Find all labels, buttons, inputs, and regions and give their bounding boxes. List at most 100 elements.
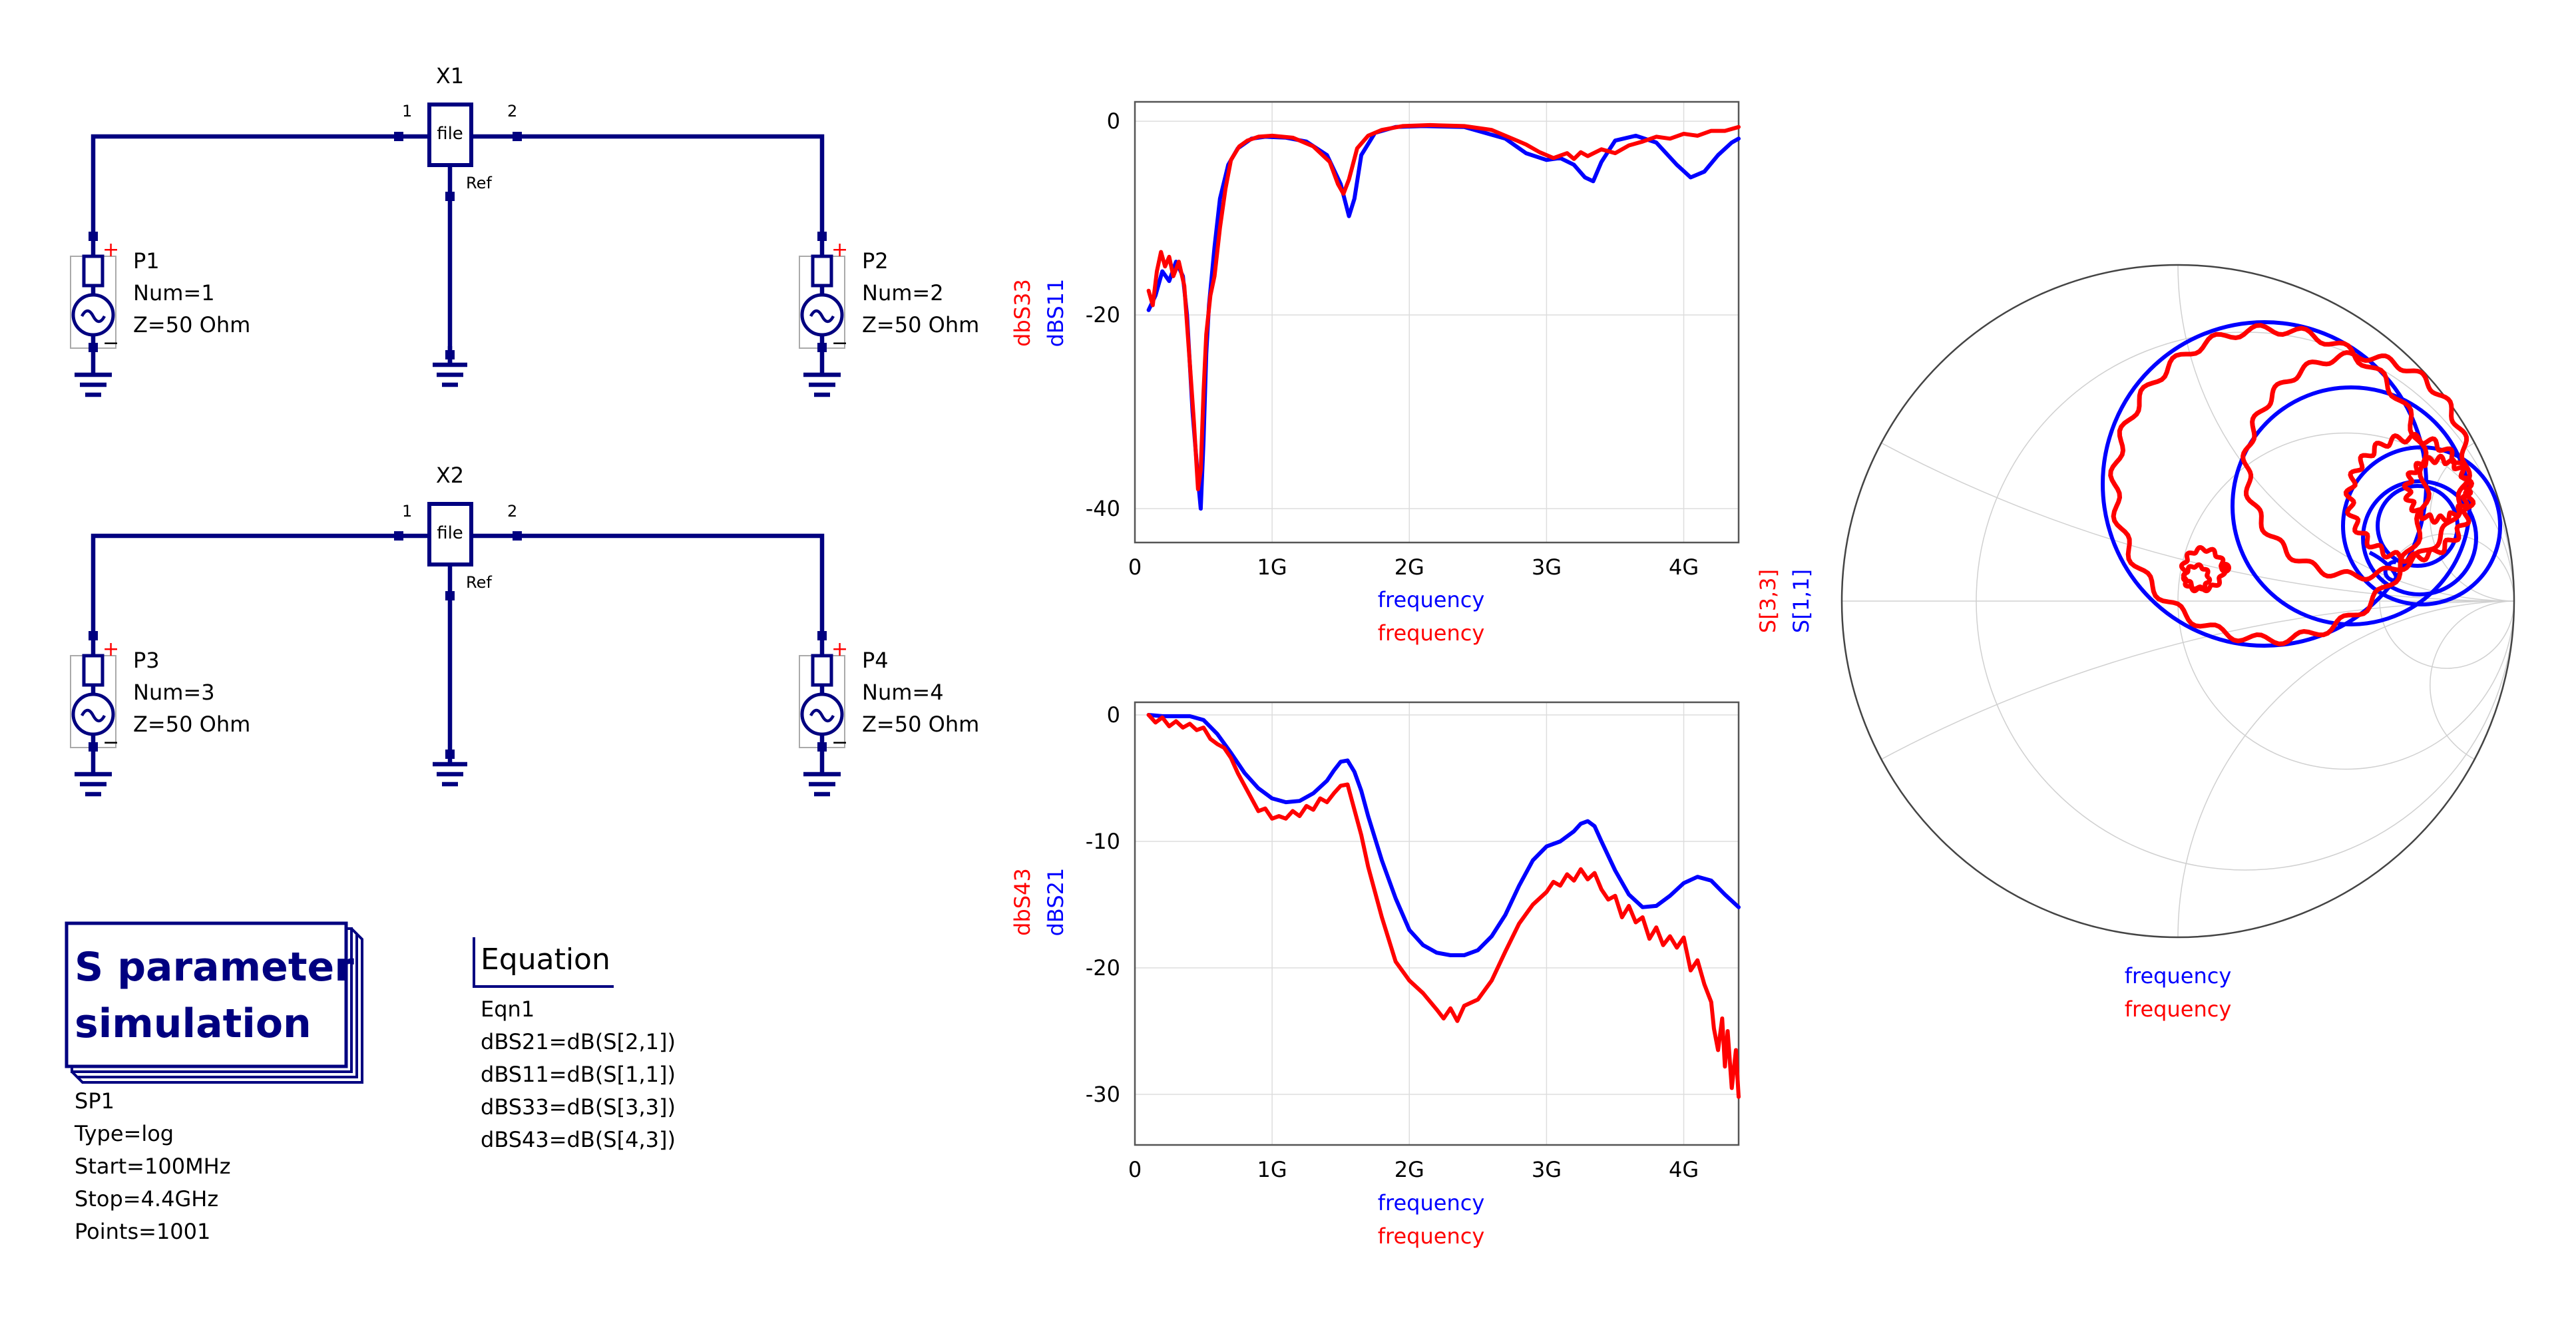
- y-tick-label: -40: [1086, 496, 1120, 521]
- x-tick-label: 4G: [1669, 555, 1699, 580]
- smith-s33-start-marker: [2219, 562, 2231, 574]
- sim-properties: SP1 Type=log Start=100MHz Stop=4.4GHz Po…: [74, 1088, 231, 1244]
- smith-chart[interactable]: S[3,3] S[1,1] frequency frequency: [1170, 0, 2576, 1332]
- port-num: Num=2: [862, 280, 944, 306]
- port-name: P1: [133, 248, 160, 274]
- port-p2[interactable]: + − P2 Num=2 Z=50 Ohm: [799, 232, 979, 397]
- rect-plot-s21-s43[interactable]: dbS43 dBS21 frequency frequency 0 1G 2G 3G 4…: [1010, 701, 1741, 1249]
- rect-plot-s11-s33[interactable]: dbS33 dBS11 frequency frequency 0 1G 2G 3G 4…: [1010, 101, 1741, 646]
- x1-name: X1: [436, 63, 464, 89]
- port-p3[interactable]: + − P3 Num=3 Z=50 Ohm: [70, 631, 250, 797]
- smith-ylabel-red: S[3,3]: [1755, 569, 1781, 633]
- y-tick-label: 0: [1107, 109, 1120, 134]
- port-impedance: Z=50 Ohm: [133, 712, 250, 737]
- smith-s33-loop: [2241, 350, 2472, 582]
- x-tick-label: 3G: [1532, 1157, 1562, 1182]
- port-num: Num=3: [133, 680, 215, 705]
- port-name: P4: [862, 648, 889, 673]
- port-name: P2: [862, 248, 889, 274]
- subcircuit-x1[interactable]: X1 file 1 2 Ref: [402, 63, 517, 192]
- x-tick-label: 0: [1128, 1157, 1142, 1182]
- chart1-ylabel-blue: dBS11: [1043, 279, 1068, 347]
- series-dbs33: [1146, 122, 1741, 491]
- wires-x2: [91, 531, 825, 787]
- plot-frame: [1134, 101, 1740, 544]
- port-p4[interactable]: + − P4 Num=4 Z=50 Ohm: [799, 631, 979, 797]
- smith-s33-loop: [2179, 545, 2228, 594]
- x2-pin1-label: 1: [402, 502, 412, 521]
- port-p1[interactable]: + − P1 Num=1 Z=50 Ohm: [70, 232, 250, 397]
- x-tick-label: 2G: [1395, 1157, 1424, 1182]
- port-minus-sign: −: [831, 731, 848, 754]
- y-tick-label: -30: [1086, 1082, 1120, 1107]
- sim-prop: Start=100MHz: [75, 1154, 231, 1179]
- equation-title: Equation: [481, 943, 610, 977]
- port-plus-sign: +: [103, 238, 119, 262]
- smith-s33-loop: [2402, 453, 2473, 525]
- series-dbs11: [1146, 124, 1741, 511]
- smith-grid: [1842, 265, 2514, 937]
- x-tick-label: 2G: [1395, 555, 1424, 580]
- smith-reactance-arc: [1842, 600, 2514, 937]
- equation-line: Eqn1: [481, 997, 535, 1022]
- port-impedance: Z=50 Ohm: [133, 312, 250, 337]
- smith-s11-loop: [2361, 479, 2478, 596]
- equation-block[interactable]: Equation Eqn1 dBS21=dB(S[2,1]) dBS11=dB(…: [473, 937, 676, 1152]
- smith-reactance-arc: [1842, 265, 2514, 602]
- x1-body-label: file: [437, 124, 463, 144]
- ports-layer: + − P1 Num=1 Z=50 Ohm + − P2 Num=2 Z=50 Ohm + − P3 Nu…: [70, 232, 979, 797]
- subcircuit-x2[interactable]: X2 file 1 2 Ref: [402, 463, 517, 592]
- smith-s11-tail: [2368, 551, 2398, 582]
- y-tick-label: 0: [1107, 702, 1120, 728]
- sim-prop: SP1: [75, 1088, 114, 1114]
- chart2-ylabel-red: dbS43: [1010, 868, 1035, 936]
- chart2-ylabel-blue: dBS21: [1043, 868, 1068, 937]
- smith-reactance-arc: [2430, 600, 2514, 770]
- equation-line: dBS21=dB(S[2,1]): [481, 1029, 676, 1054]
- series-dbs43: [1146, 713, 1741, 1099]
- sim-prop: Points=1001: [75, 1219, 210, 1244]
- x-tick-label: 1G: [1257, 555, 1287, 580]
- port-minus-sign: −: [103, 731, 119, 754]
- equation-line: dBS33=dB(S[3,3]): [481, 1094, 676, 1120]
- port-name: P3: [133, 648, 160, 673]
- x1-pin1-label: 1: [402, 102, 412, 120]
- x-tick-label: 3G: [1532, 555, 1562, 580]
- chart1-xlabel-red: frequency: [1378, 620, 1485, 646]
- sim-title-line1: S parameter: [75, 944, 354, 991]
- equation-line: dBS43=dB(S[4,3]): [481, 1127, 676, 1152]
- smith-xlabel-blue: frequency: [2125, 963, 2232, 989]
- port-num: Num=4: [862, 680, 944, 705]
- x-tick-label: 0: [1128, 555, 1142, 580]
- port-plus-sign: +: [831, 638, 848, 661]
- sim-prop: Type=log: [74, 1121, 174, 1146]
- port-minus-sign: −: [831, 332, 848, 355]
- series-s33: [2108, 323, 2476, 646]
- port-impedance: Z=50 Ohm: [862, 712, 979, 737]
- smith-s33-loop: [2343, 431, 2476, 564]
- chart2-xlabel-red: frequency: [1378, 1223, 1485, 1249]
- sim-title-line2: simulation: [75, 1000, 312, 1047]
- chart2-xlabel-blue: frequency: [1378, 1190, 1485, 1216]
- x1-pin2-label: 2: [507, 102, 517, 120]
- series-dbs21: [1146, 713, 1741, 957]
- y-tick-label: -20: [1086, 955, 1120, 981]
- sim-prop: Stop=4.4GHz: [75, 1186, 218, 1212]
- port-plus-sign: +: [103, 638, 119, 661]
- port-num: Num=1: [133, 280, 215, 306]
- sp-simulation-block[interactable]: S parameter simulation: [65, 921, 363, 1084]
- smith-ylabel-blue: S[1,1]: [1789, 569, 1814, 633]
- port-plus-sign: +: [831, 238, 848, 262]
- wires-x1: [91, 132, 825, 387]
- chart1-xlabel-blue: frequency: [1378, 587, 1485, 612]
- x1-ref-label: Ref: [466, 174, 492, 192]
- x2-name: X2: [436, 463, 464, 488]
- smith-xlabel-red: frequency: [2125, 997, 2232, 1022]
- x-tick-label: 1G: [1257, 1157, 1287, 1182]
- plot-frame: [1134, 701, 1740, 1146]
- smith-reactance-arc: [2177, 600, 2514, 937]
- smith-reactance-arc: [2177, 265, 2514, 602]
- smith-s33-loop: [2181, 562, 2213, 594]
